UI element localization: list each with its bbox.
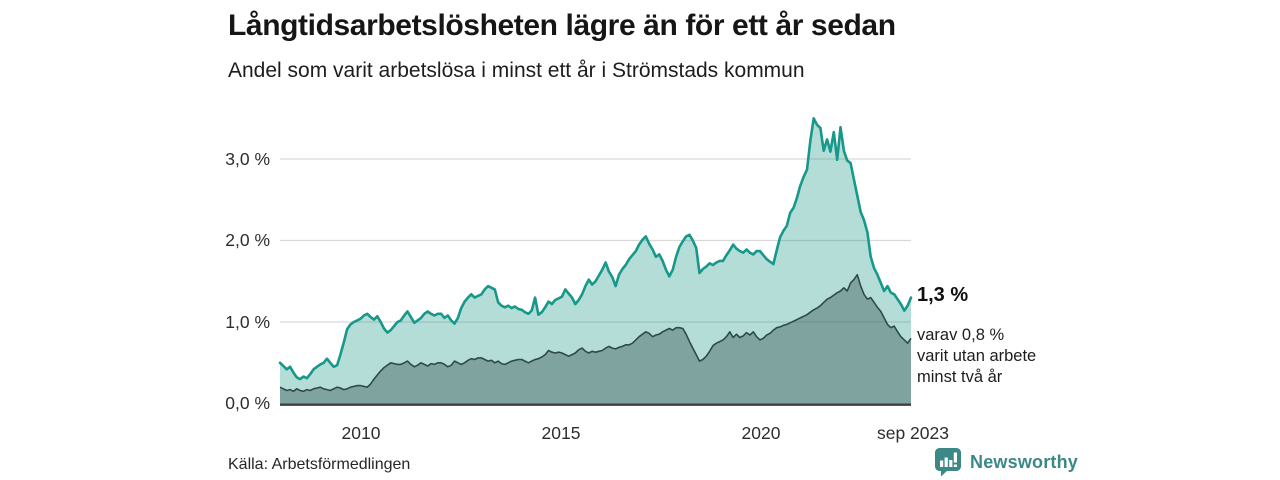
area-two-plus-years [280, 274, 911, 404]
x-axis-label: 2010 [341, 423, 381, 443]
x-axis-label: 2020 [741, 423, 781, 443]
y-axis-label: 1,0 % [225, 312, 270, 332]
page-subtitle: Andel som varit arbetslösa i minst ett å… [228, 59, 805, 82]
annotation-latest-detail: varav 0,8 % varit utan arbete minst två … [917, 326, 1037, 386]
newsworthy-logo: Newsworthy [934, 447, 1078, 478]
y-axis-label: 0,0 % [225, 393, 270, 413]
y-axis-label: 2,0 % [225, 230, 270, 250]
plot-svg [278, 117, 913, 406]
y-axis-label: 3,0 % [225, 149, 270, 169]
page-title: Långtidsarbetslösheten lägre än för ett … [228, 9, 896, 42]
line-two-plus-years [279, 273, 912, 393]
line-total [278, 117, 913, 381]
x-axis-label: sep 2023 [876, 423, 949, 443]
bar-chart-bubble-icon [935, 448, 961, 477]
logo-text: Newsworthy [970, 452, 1079, 472]
x-axis-label: 2015 [541, 423, 581, 443]
annotation-latest-value: 1,3 % [917, 284, 969, 306]
source-label: Källa: Arbetsförmedlingen [228, 456, 411, 473]
